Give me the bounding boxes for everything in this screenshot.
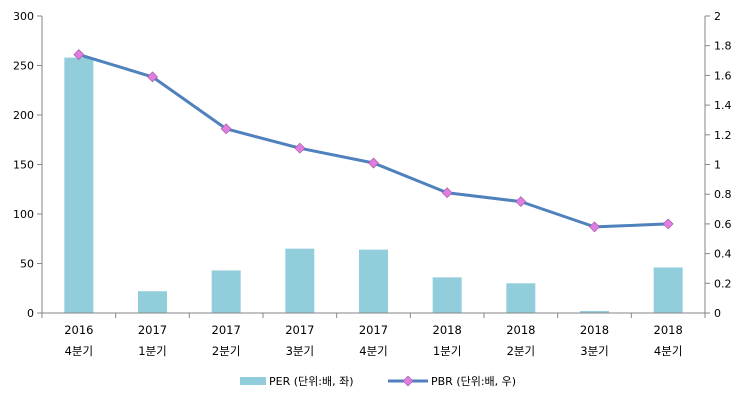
right-tick-label: 1.6 <box>714 69 732 82</box>
legend-per-swatch <box>240 377 266 385</box>
pbr-point <box>220 123 232 135</box>
per-bar <box>359 249 388 313</box>
per-bar <box>580 311 609 313</box>
legend-pbr-label: PBR (단위:배, 우) <box>431 375 516 388</box>
right-tick-label: 2 <box>714 10 721 23</box>
right-tick-label: 1 <box>714 159 721 172</box>
left-tick-label: 300 <box>13 10 34 23</box>
left-tick-label: 50 <box>20 258 34 271</box>
right-tick-label: 1.4 <box>714 99 732 112</box>
per-bar <box>285 248 315 313</box>
pbr-point <box>589 221 600 233</box>
right-tick-label: 0.2 <box>714 277 732 290</box>
category-quarter-label: 2분기 <box>212 344 240 358</box>
legend: PER (단위:배, 좌) PBR (단위:배, 우) <box>240 375 516 388</box>
pbr-point <box>368 157 379 169</box>
right-tick-label: 1.8 <box>714 40 732 53</box>
right-tick-label: 0 <box>714 307 721 320</box>
per-bars <box>64 57 683 313</box>
category-year-label: 2018 <box>654 323 683 337</box>
category-quarter-label: 1분기 <box>138 344 166 358</box>
left-tick-label: 250 <box>13 60 34 73</box>
pbr-point <box>294 142 306 154</box>
right-tick-label: 0.4 <box>714 248 732 261</box>
per-bar <box>432 277 462 313</box>
left-axis-ticks: 0 50 100 150 200 250 300 <box>13 10 42 320</box>
per-bar <box>506 283 536 313</box>
category-quarter-label: 4분기 <box>65 344 93 358</box>
category-year-label: 2018 <box>433 323 462 337</box>
category-quarter-label: 3분기 <box>580 344 608 358</box>
right-tick-label: 0.6 <box>714 218 732 231</box>
pbr-point <box>515 196 527 208</box>
legend-per-label: PER (단위:배, 좌) <box>269 375 354 388</box>
category-year-label: 2017 <box>285 323 314 337</box>
category-quarter-label: 4분기 <box>359 344 387 358</box>
category-year-label: 2017 <box>138 323 167 337</box>
pbr-point <box>662 218 674 230</box>
category-quarter-label: 2분기 <box>507 344 535 358</box>
category-year-label: 2016 <box>64 323 93 337</box>
right-axis-ticks: 0 0.2 0.4 0.6 0.8 1 1.2 1.4 1.6 1.8 2 <box>705 10 732 320</box>
category-year-label: 2017 <box>212 323 241 337</box>
left-tick-label: 200 <box>13 109 34 122</box>
right-tick-label: 0.8 <box>714 188 732 201</box>
left-tick-label: 100 <box>13 208 34 221</box>
pbr-point <box>441 187 453 199</box>
category-quarter-label: 1분기 <box>433 344 461 358</box>
left-tick-label: 150 <box>13 159 34 172</box>
pbr-point <box>147 71 158 83</box>
per-bar <box>653 267 683 313</box>
legend-pbr-marker <box>402 375 414 387</box>
pbr-line <box>73 49 674 233</box>
per-bar <box>211 270 241 313</box>
category-labels: 2016 4분기 2017 1분기 2017 2분기 2017 3분기 2017 4분기 2018 1… <box>41 313 706 358</box>
left-tick-label: 0 <box>27 307 34 320</box>
category-quarter-label: 3분기 <box>286 344 314 358</box>
category-year-label: 2018 <box>506 323 535 337</box>
per-bar <box>138 291 167 313</box>
right-tick-label: 1.2 <box>714 129 732 142</box>
category-year-label: 2018 <box>580 323 609 337</box>
per-bar <box>64 57 94 313</box>
pbr-line-path <box>78 53 669 229</box>
pbr-point <box>73 49 85 61</box>
category-year-label: 2017 <box>359 323 388 337</box>
category-quarter-label: 4분기 <box>654 344 682 358</box>
